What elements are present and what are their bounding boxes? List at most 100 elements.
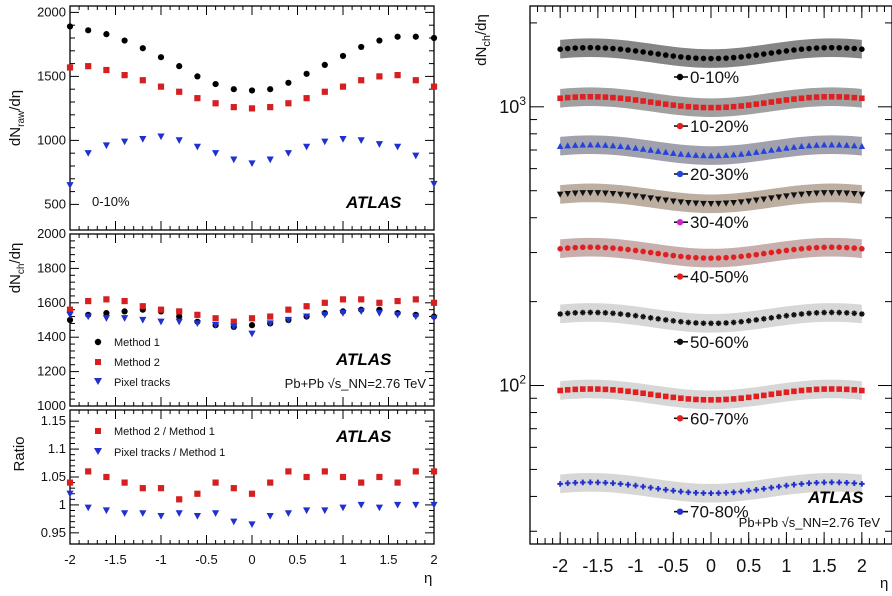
y-tick-label: 1600 (37, 295, 66, 310)
data-point (248, 521, 255, 528)
y-tick-exponent: 3 (519, 94, 526, 108)
data-point (640, 49, 646, 55)
legend-marker-method1 (95, 339, 101, 345)
data-point (851, 311, 857, 317)
data-point (723, 255, 729, 261)
data-point (249, 315, 255, 321)
data-point (194, 73, 200, 79)
y-tick-label: 1400 (37, 329, 66, 344)
data-point (431, 468, 437, 474)
data-point (678, 395, 684, 401)
data-point (595, 94, 601, 100)
data-point (122, 298, 128, 304)
data-point (412, 313, 419, 320)
data-point (746, 53, 752, 59)
legend-middle: Method 1 Method 2 Pixel tracks (94, 337, 171, 389)
data-point (304, 474, 310, 480)
data-point (806, 46, 812, 52)
y-tick-label: 103 (499, 94, 526, 117)
data-point (176, 89, 182, 95)
data-point (588, 244, 594, 250)
legend-marker-method2 (95, 359, 101, 365)
data-point (686, 320, 692, 326)
panel-top-left: 500100015002000 0-10% ATLAS dNraw/dη (7, 4, 438, 230)
data-point (285, 307, 291, 313)
data-point (731, 104, 737, 110)
atlas-label-top: ATLAS (345, 193, 402, 212)
x-tick-label: 0.5 (288, 552, 306, 567)
data-point (103, 31, 109, 37)
x-tick-label: -1 (155, 552, 167, 567)
data-point (285, 150, 292, 157)
data-point (580, 386, 586, 392)
x-tick-label: 2 (857, 556, 867, 576)
data-point (340, 474, 346, 480)
data-point (122, 37, 128, 43)
data-point (194, 144, 201, 151)
data-point (844, 387, 850, 393)
data-point (603, 387, 609, 393)
data-point (836, 386, 842, 392)
panel-right-centrality-labels: 0-10%10-20%20-30%30-40%40-50%50-60%60-70… (674, 68, 749, 522)
data-point (267, 313, 273, 319)
y-tick-label: 2000 (37, 4, 66, 19)
data-point (686, 254, 692, 260)
data-point (249, 322, 255, 328)
data-point (267, 513, 274, 520)
data-point (394, 312, 401, 319)
atlas-label-right: ATLAS (807, 488, 864, 507)
data-point (103, 296, 109, 302)
x-tick-label: -1.5 (104, 552, 126, 567)
data-point (851, 46, 857, 52)
data-point (413, 468, 419, 474)
data-point (746, 318, 752, 324)
data-point (321, 139, 328, 146)
data-point (139, 136, 146, 143)
legend-dot (677, 339, 683, 345)
data-point (618, 95, 624, 101)
data-point (738, 395, 744, 401)
data-point (670, 318, 676, 324)
legend-dot (677, 273, 683, 279)
data-point (603, 310, 609, 316)
y-tick-label: 2000 (37, 226, 66, 241)
data-point (267, 157, 274, 164)
data-point (753, 101, 759, 107)
y-tick-label: 102 (499, 373, 526, 396)
data-point (303, 507, 310, 514)
data-point (557, 46, 563, 52)
systematic-band (560, 184, 862, 214)
data-point (340, 53, 346, 59)
data-point (140, 45, 146, 51)
panel-bottom-marks (66, 468, 437, 528)
data-point (572, 94, 578, 100)
data-point (304, 95, 310, 101)
data-point (769, 99, 775, 105)
data-point (814, 245, 820, 251)
data-point (821, 310, 827, 316)
data-point (194, 320, 201, 327)
legend-dot (677, 123, 683, 129)
x-tick-label: -0.5 (658, 556, 689, 576)
data-point (158, 307, 164, 313)
legend-dot (677, 219, 683, 225)
data-point (595, 245, 601, 251)
data-point (231, 104, 237, 110)
y-tick-label: 0.95 (41, 525, 66, 540)
data-point (769, 392, 775, 398)
data-point (708, 255, 714, 261)
data-point (358, 479, 364, 485)
data-point (648, 392, 654, 398)
data-point (194, 312, 200, 318)
collision-label-right: Pb+Pb √s_NN=2.76 TeV (739, 515, 881, 530)
data-point (285, 80, 291, 86)
ylabel-ratio: Ratio (11, 436, 28, 471)
data-point (701, 105, 707, 111)
data-point (836, 310, 842, 316)
data-point (103, 507, 110, 514)
legend-marker-pixel (94, 378, 102, 385)
data-point (557, 95, 563, 101)
data-point (814, 94, 820, 100)
data-point (791, 389, 797, 395)
data-point (784, 97, 790, 103)
